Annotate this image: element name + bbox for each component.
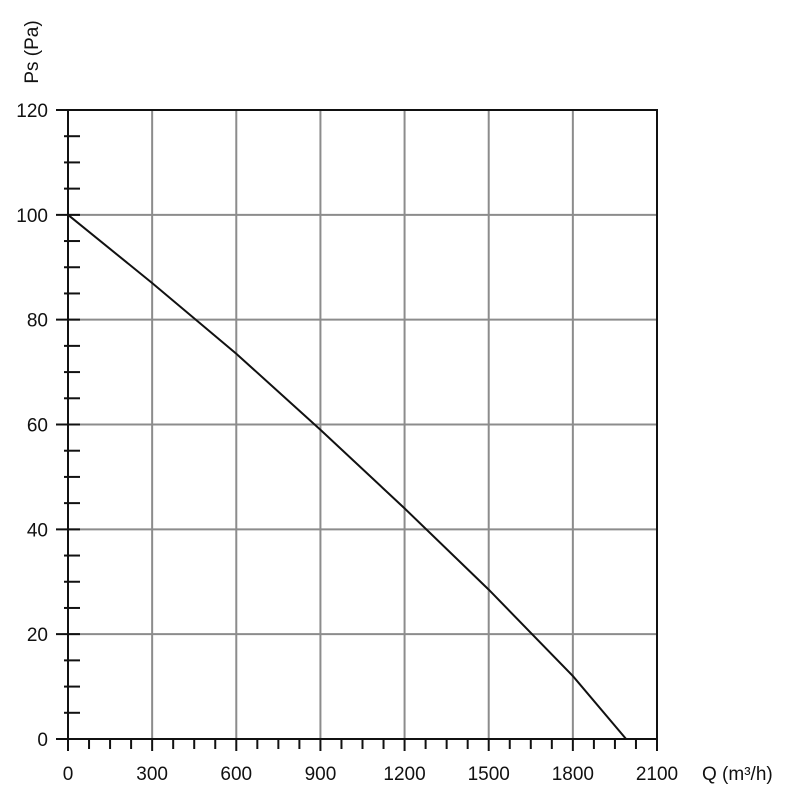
x-tick-label-4: 1200 [383, 764, 425, 785]
y-axis-title: Ps (Pa) [22, 20, 43, 83]
grid-lines [68, 110, 657, 739]
x-tick-label-1: 300 [136, 764, 168, 785]
y-tick-labels: 0 20 40 60 80 100 120 [16, 101, 48, 751]
x-tick-label-5: 1500 [468, 764, 510, 785]
y-tick-label-3: 60 [27, 416, 48, 437]
series-line-ps-vs-q [67, 214, 627, 740]
y-tick-label-0: 0 [37, 730, 48, 751]
x-tick-label-6: 1800 [552, 764, 594, 785]
minor-ticks [56, 109, 658, 751]
y-tick-label-5: 100 [16, 206, 48, 227]
x-tick-label-2: 600 [220, 764, 252, 785]
x-tick-labels: 0 300 600 900 1200 1500 1800 2100 [63, 764, 678, 785]
y-tick-label-1: 20 [27, 625, 48, 646]
y-tick-label-6: 120 [16, 101, 48, 122]
x-tick-label-3: 900 [305, 764, 337, 785]
plot-frame [67, 109, 658, 740]
y-tick-label-2: 40 [27, 520, 48, 541]
y-tick-label-4: 80 [27, 311, 48, 332]
x-tick-label-7: 2100 [636, 764, 678, 785]
x-axis-title: Q (m³/h) [702, 764, 773, 785]
x-tick-label-0: 0 [63, 764, 74, 785]
